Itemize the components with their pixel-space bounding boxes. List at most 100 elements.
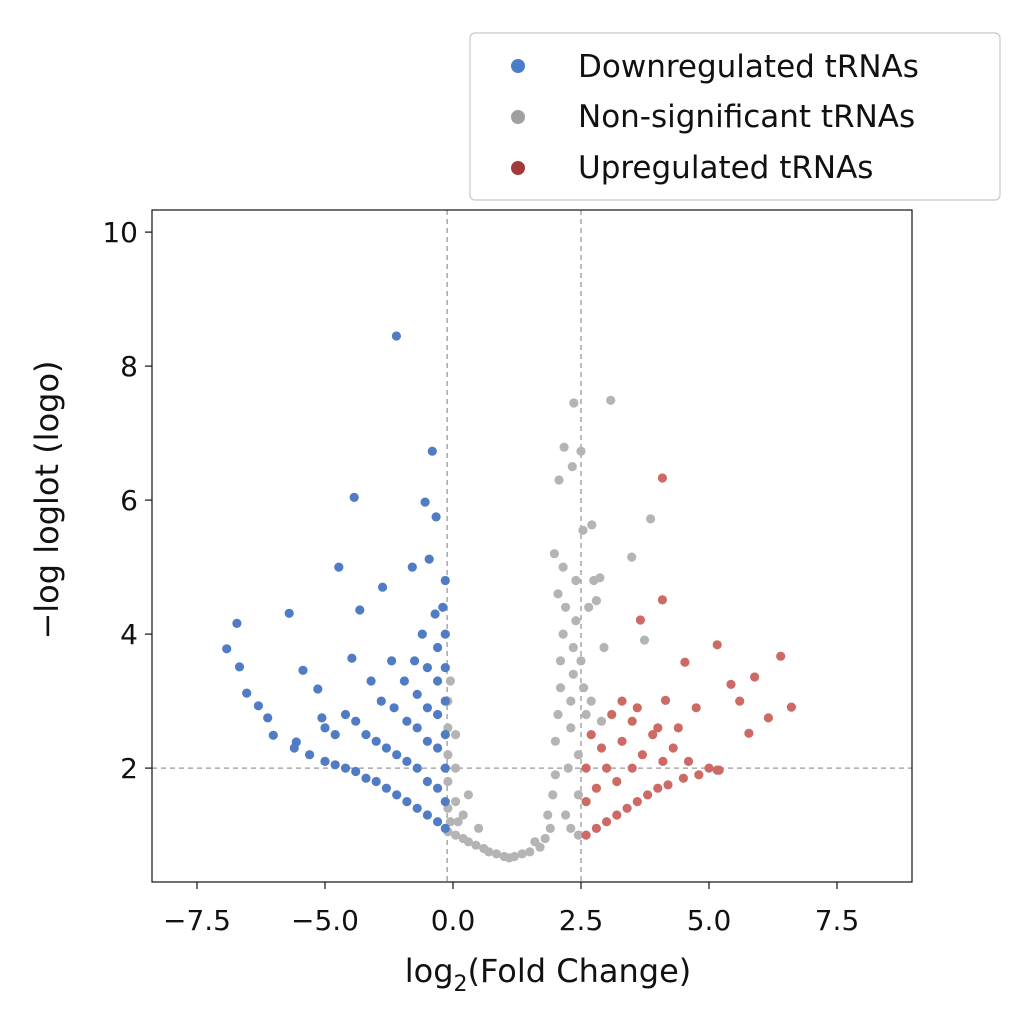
point-non-significant-trnas <box>567 462 577 472</box>
point-upregulated-trnas <box>617 696 627 706</box>
point-downregulated-trnas <box>440 575 450 586</box>
point-non-significant-trnas <box>566 823 576 834</box>
point-upregulated-trnas <box>657 473 668 483</box>
point-downregulated-trnas <box>407 562 417 572</box>
point-upregulated-trnas <box>581 830 591 840</box>
point-non-significant-trnas <box>578 525 588 535</box>
point-non-significant-trnas <box>576 446 586 456</box>
y-tick-label: 2 <box>120 752 138 785</box>
point-non-significant-trnas <box>550 770 561 780</box>
point-non-significant-trnas <box>573 750 584 760</box>
point-downregulated-trnas <box>376 696 386 706</box>
point-downregulated-trnas <box>431 512 441 522</box>
x-tick-label: 7.5 <box>815 904 860 937</box>
point-downregulated-trnas <box>424 554 434 564</box>
point-downregulated-trnas <box>417 629 427 639</box>
point-non-significant-trnas <box>484 847 494 857</box>
point-downregulated-trnas <box>410 656 420 666</box>
point-non-significant-trnas <box>569 398 579 408</box>
point-downregulated-trnas <box>361 730 371 740</box>
point-non-significant-trnas <box>540 833 550 844</box>
point-non-significant-trnas <box>568 669 578 679</box>
point-non-significant-trnas <box>561 602 571 612</box>
point-non-significant-trnas <box>555 683 566 693</box>
point-downregulated-trnas <box>433 783 443 793</box>
legend: Downregulated tRNAs Non-significant tRNA… <box>469 32 1001 201</box>
point-upregulated-trnas <box>617 736 627 746</box>
point-upregulated-trnas <box>591 783 602 793</box>
data-points <box>222 331 797 863</box>
point-upregulated-trnas <box>668 743 678 753</box>
point-upregulated-trnas <box>591 823 602 834</box>
point-upregulated-trnas <box>712 640 722 650</box>
point-non-significant-trnas <box>571 616 581 626</box>
point-downregulated-trnas <box>402 716 412 726</box>
point-non-significant-trnas <box>458 810 468 820</box>
point-non-significant-trnas <box>535 842 545 852</box>
point-non-significant-trnas <box>558 562 568 572</box>
point-non-significant-trnas <box>566 723 576 733</box>
point-downregulated-trnas <box>366 676 376 686</box>
point-non-significant-trnas <box>599 642 609 653</box>
point-non-significant-trnas <box>443 776 453 787</box>
point-upregulated-trnas <box>660 695 671 706</box>
point-downregulated-trnas <box>440 763 450 773</box>
point-downregulated-trnas <box>440 696 450 706</box>
point-non-significant-trnas <box>573 790 584 800</box>
point-non-significant-trnas <box>451 830 461 840</box>
y-tick-label: 6 <box>120 484 138 517</box>
point-non-significant-trnas <box>553 709 563 720</box>
point-downregulated-trnas <box>440 629 450 639</box>
point-downregulated-trnas <box>392 790 402 800</box>
point-upregulated-trnas <box>658 756 668 767</box>
point-non-significant-trnas <box>586 696 596 706</box>
point-downregulated-trnas <box>422 736 432 746</box>
point-upregulated-trnas <box>680 657 690 667</box>
point-upregulated-trnas <box>673 723 683 733</box>
point-downregulated-trnas <box>349 492 359 502</box>
point-downregulated-trnas <box>381 743 391 753</box>
point-non-significant-trnas <box>558 629 568 639</box>
x-tick-label: −7.5 <box>163 904 231 937</box>
point-downregulated-trnas <box>422 703 432 713</box>
point-non-significant-trnas <box>517 849 527 859</box>
point-downregulated-trnas <box>391 331 401 341</box>
point-upregulated-trnas <box>612 810 622 820</box>
point-non-significant-trnas <box>525 847 535 857</box>
plot-area <box>152 210 912 882</box>
point-downregulated-trnas <box>412 689 422 700</box>
point-upregulated-trnas <box>581 797 591 807</box>
point-downregulated-trnas <box>402 756 412 767</box>
point-non-significant-trnas <box>549 549 560 559</box>
point-non-significant-trnas <box>463 790 473 800</box>
x-tick-label: 5.0 <box>687 904 732 937</box>
point-downregulated-trnas <box>402 797 412 807</box>
point-downregulated-trnas <box>433 743 443 753</box>
legend-marker-downregulated <box>511 59 525 73</box>
point-downregulated-trnas <box>387 656 397 666</box>
point-downregulated-trnas <box>330 760 340 770</box>
point-non-significant-trnas <box>579 683 589 693</box>
point-non-significant-trnas <box>451 730 461 740</box>
point-downregulated-trnas <box>253 701 263 711</box>
point-non-significant-trnas <box>443 750 453 760</box>
legend-label-downregulated: Downregulated tRNAs <box>578 49 919 85</box>
plot-frame <box>151 209 913 883</box>
point-non-significant-trnas <box>543 810 553 820</box>
legend-label-non-significant: Non-significant tRNAs <box>578 99 915 135</box>
point-upregulated-trnas <box>596 743 607 753</box>
point-downregulated-trnas <box>355 605 365 615</box>
point-downregulated-trnas <box>340 709 351 720</box>
point-non-significant-trnas <box>606 395 616 405</box>
point-non-significant-trnas <box>639 635 650 645</box>
point-downregulated-trnas <box>412 803 422 813</box>
point-non-significant-trnas <box>555 656 566 666</box>
point-non-significant-trnas <box>474 823 484 834</box>
point-non-significant-trnas <box>559 442 569 452</box>
point-upregulated-trnas <box>691 703 701 713</box>
point-downregulated-trnas <box>440 730 450 740</box>
point-non-significant-trnas <box>591 596 602 606</box>
point-downregulated-trnas <box>313 684 323 694</box>
y-tick-label: 4 <box>120 618 138 651</box>
